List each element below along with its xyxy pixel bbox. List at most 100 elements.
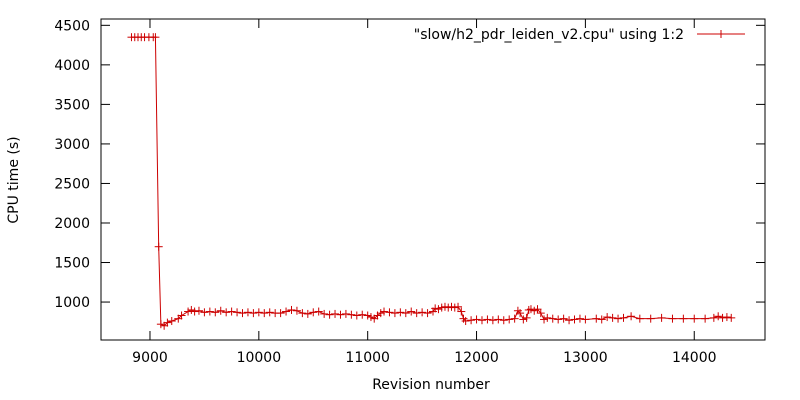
data-point-marker bbox=[635, 314, 644, 323]
data-point-marker bbox=[331, 309, 340, 318]
data-point-marker bbox=[524, 305, 533, 314]
data-point-marker bbox=[352, 311, 361, 320]
data-point-marker bbox=[358, 310, 367, 319]
data-point-marker bbox=[366, 313, 375, 322]
data-point-marker bbox=[380, 307, 389, 316]
data-point-marker bbox=[592, 314, 601, 323]
data-point-marker bbox=[505, 315, 514, 324]
data-point-marker bbox=[510, 314, 519, 323]
data-point-marker bbox=[154, 242, 163, 251]
x-tick-label: 9000 bbox=[132, 350, 168, 366]
data-point-marker bbox=[190, 307, 199, 316]
x-tick-label: 10000 bbox=[237, 350, 282, 366]
tick-labels: 9000 10000 11000 12000 13000 14000 1000 1500 200… bbox=[54, 18, 716, 366]
data-point-marker bbox=[303, 309, 312, 318]
data-point-marker bbox=[412, 309, 421, 318]
data-point-marker bbox=[668, 314, 677, 323]
data-point-marker bbox=[646, 314, 655, 323]
data-point-marker bbox=[407, 307, 416, 316]
x-tick-label: 11000 bbox=[345, 350, 390, 366]
axis-ticks bbox=[101, 19, 765, 340]
data-point-marker bbox=[570, 315, 579, 324]
x-tick-label: 12000 bbox=[454, 350, 499, 366]
data-point-marker bbox=[614, 314, 623, 323]
data-point-marker bbox=[187, 305, 196, 314]
data-point-marker bbox=[722, 313, 731, 322]
data-point-marker bbox=[423, 309, 432, 318]
data-point-marker bbox=[156, 320, 165, 329]
data-point-marker bbox=[727, 313, 736, 322]
data-point-marker bbox=[151, 33, 160, 42]
data-point-marker bbox=[167, 317, 176, 326]
data-point-marker bbox=[314, 307, 323, 316]
data-point-marker bbox=[249, 309, 258, 318]
data-point-marker bbox=[608, 313, 617, 322]
data-point-marker bbox=[472, 315, 481, 324]
data-point-marker bbox=[385, 308, 394, 317]
data-point-marker bbox=[200, 308, 209, 317]
data-point-marker bbox=[450, 303, 459, 312]
data-point-marker bbox=[457, 307, 466, 316]
y-tick-label: 2500 bbox=[54, 176, 90, 192]
data-point-marker bbox=[533, 305, 542, 314]
data-point-marker bbox=[216, 306, 225, 315]
data-point-marker bbox=[701, 314, 710, 323]
data-point-marker bbox=[483, 315, 492, 324]
data-point-marker bbox=[211, 308, 220, 317]
data-point-marker bbox=[679, 314, 688, 323]
data-point-marker bbox=[434, 305, 443, 314]
data-point-marker bbox=[714, 312, 723, 321]
data-point-marker bbox=[276, 309, 285, 318]
data-point-marker bbox=[205, 307, 214, 316]
data-point-marker bbox=[619, 313, 628, 322]
data-point-marker bbox=[559, 314, 568, 323]
data-point-marker bbox=[603, 313, 612, 322]
data-point-marker bbox=[431, 304, 440, 313]
data-point-marker bbox=[575, 314, 584, 323]
data-point-marker bbox=[530, 306, 539, 315]
plot-frame bbox=[100, 18, 766, 341]
data-point-marker bbox=[336, 310, 345, 319]
y-tick-label: 1500 bbox=[54, 256, 90, 272]
data-point-marker bbox=[519, 315, 528, 324]
data-point-marker bbox=[347, 310, 356, 319]
data-point-marker bbox=[222, 308, 231, 317]
x-axis-label: Revision number bbox=[372, 377, 490, 393]
data-point-marker bbox=[540, 315, 549, 324]
data-point-marker bbox=[233, 308, 242, 317]
data-point-marker bbox=[265, 308, 274, 317]
data-point-marker bbox=[543, 313, 552, 322]
y-tick-label: 3000 bbox=[54, 137, 90, 153]
data-point-marker bbox=[390, 309, 399, 318]
data-point-marker bbox=[418, 308, 427, 317]
data-point-marker bbox=[396, 308, 405, 317]
data-point-marker bbox=[627, 312, 636, 321]
data-point-marker bbox=[522, 313, 531, 322]
legend: "slow/h2_pdr_leiden_v2.cpu" using 1:2 bbox=[414, 27, 745, 43]
data-point-marker bbox=[401, 309, 410, 318]
data-point-marker bbox=[657, 313, 666, 322]
y-tick-label: 3500 bbox=[54, 97, 90, 113]
series-layer bbox=[127, 33, 736, 330]
data-point-marker bbox=[254, 308, 263, 317]
data-point-marker bbox=[565, 316, 574, 325]
data-point-marker bbox=[499, 316, 508, 325]
legend-entry-label: "slow/h2_pdr_leiden_v2.cpu" using 1:2 bbox=[414, 27, 684, 43]
data-point-marker bbox=[341, 309, 350, 318]
data-point-marker bbox=[238, 309, 247, 318]
data-point-marker bbox=[309, 308, 318, 317]
data-point-marker bbox=[298, 309, 307, 318]
data-point-marker bbox=[363, 311, 372, 320]
data-point-marker bbox=[287, 305, 296, 314]
data-point-marker bbox=[454, 302, 463, 311]
data-point-marker bbox=[177, 311, 186, 320]
data-point-marker bbox=[194, 306, 203, 315]
data-point-marker bbox=[488, 316, 497, 325]
data-point-marker bbox=[516, 309, 525, 318]
data-point-marker bbox=[494, 315, 503, 324]
x-tick-label: 14000 bbox=[672, 350, 717, 366]
data-point-marker bbox=[690, 314, 699, 323]
data-point-marker bbox=[477, 316, 486, 325]
data-point-marker bbox=[709, 313, 718, 322]
